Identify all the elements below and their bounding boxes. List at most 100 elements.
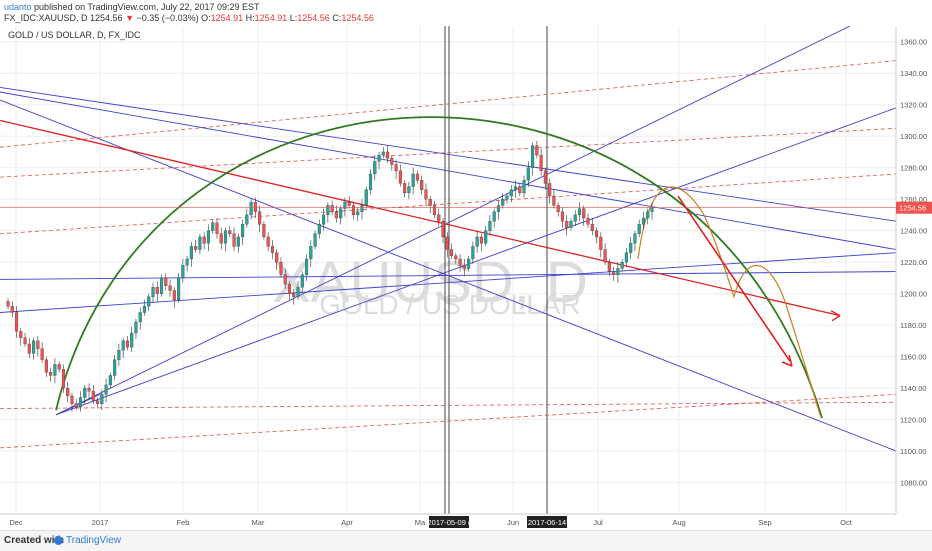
candle-body bbox=[539, 154, 543, 171]
grid bbox=[0, 26, 896, 514]
candle-body bbox=[155, 287, 159, 294]
candle-body bbox=[211, 222, 215, 231]
candle-body bbox=[620, 261, 624, 269]
candle-body bbox=[177, 277, 181, 301]
date-marker-label: 2017-06-14 bbox=[528, 518, 566, 527]
price-tick-label: 1260.00 bbox=[900, 195, 927, 204]
time-tick-label: Dec bbox=[9, 518, 23, 527]
time-tick-label: Aug bbox=[672, 518, 685, 527]
candle-body bbox=[138, 312, 142, 323]
candle-body bbox=[577, 208, 582, 216]
close-label: C: bbox=[332, 13, 342, 23]
publish-line: udanto published on TradingView.com, Jul… bbox=[4, 2, 260, 12]
candle-body bbox=[130, 332, 134, 348]
watermark-symbol: XAUUSD, D bbox=[272, 250, 588, 315]
date-marker-box bbox=[429, 516, 469, 528]
candle-body bbox=[113, 359, 117, 376]
time-axis[interactable]: Dec 2017 Feb Mar Apr Ma Jun Jul Aug Sep Oct 2017-05… bbox=[0, 513, 896, 528]
candle-body bbox=[650, 207, 654, 212]
candle-body bbox=[467, 258, 471, 269]
candle-body bbox=[245, 214, 249, 225]
projection-arrow-line bbox=[677, 195, 791, 362]
trend-line bbox=[55, 107, 897, 416]
candle-body bbox=[121, 340, 125, 351]
candle-body bbox=[36, 340, 40, 349]
candle-body bbox=[415, 173, 419, 181]
candle-body bbox=[6, 301, 10, 307]
candle-body bbox=[330, 205, 334, 212]
candle-body bbox=[339, 208, 343, 219]
candle-body bbox=[633, 233, 637, 244]
candle-body bbox=[424, 189, 428, 200]
candle-body bbox=[449, 249, 454, 256]
candle-body bbox=[194, 246, 198, 250]
date-marker-box bbox=[527, 516, 567, 528]
candle-body bbox=[445, 236, 449, 250]
candle-body bbox=[351, 205, 356, 216]
low-label: L: bbox=[289, 13, 298, 23]
candle-body bbox=[556, 205, 560, 212]
open-value: 1254.91 bbox=[210, 13, 244, 23]
candle-body bbox=[595, 230, 599, 238]
rounding-top-arc bbox=[55, 116, 823, 419]
price-change: −0.35 (−0.03%) bbox=[136, 13, 199, 23]
candle-body bbox=[607, 261, 611, 272]
time-tick-label: 2017 bbox=[92, 518, 109, 527]
ohlc-line: FX_IDC:XAUUSD, D 1254.56 ▼ −0.35 (−0.03%… bbox=[4, 13, 374, 23]
candle-body bbox=[40, 348, 44, 360]
candle-body bbox=[599, 236, 603, 250]
tradingview-brand-link[interactable]: TradingView bbox=[66, 535, 122, 546]
candle-body bbox=[565, 221, 569, 228]
candle-body bbox=[206, 230, 211, 244]
time-tick-label: Ma bbox=[415, 518, 426, 527]
candle-body bbox=[543, 170, 547, 184]
price-axis[interactable]: 1080.00 1100.00 1120.00 1140.00 1160.00 1180.… bbox=[895, 26, 932, 514]
candle-body bbox=[641, 217, 646, 225]
candle-body bbox=[151, 287, 155, 297]
candle-body bbox=[535, 145, 539, 156]
dashed-channel-line bbox=[0, 127, 897, 178]
candle-body bbox=[283, 274, 287, 285]
created-with-label: Created with bbox=[4, 535, 65, 546]
candle-body bbox=[586, 217, 590, 225]
candle-body bbox=[462, 265, 466, 269]
drawings[interactable] bbox=[0, 26, 897, 514]
candle-body bbox=[23, 337, 27, 345]
time-tick-label: Oct bbox=[840, 518, 853, 527]
candle-body bbox=[296, 287, 300, 297]
price-tick-label: 1240.00 bbox=[900, 227, 927, 236]
dashed-channel-line bbox=[0, 401, 897, 409]
candle-body bbox=[181, 265, 185, 279]
price-tick-label: 1080.00 bbox=[900, 479, 927, 488]
last-price-label: 1254.56 bbox=[899, 204, 926, 213]
candle-body bbox=[198, 236, 202, 250]
candle-body bbox=[223, 230, 228, 244]
dashed-channel-line bbox=[0, 60, 897, 148]
candle-body bbox=[573, 214, 577, 222]
time-tick-label: Sep bbox=[758, 518, 771, 527]
candle-body bbox=[441, 221, 445, 238]
price-chart[interactable]: XAUUSD, D GOLD / US DOLLAR GOLD / US DOL… bbox=[0, 26, 932, 530]
low-value: 1254.56 bbox=[297, 13, 330, 23]
candle-body bbox=[398, 170, 402, 184]
candle-body bbox=[96, 400, 100, 404]
candle-body bbox=[87, 387, 91, 392]
price-tick-label: 1300.00 bbox=[900, 132, 927, 141]
candle-body bbox=[304, 258, 309, 275]
time-tick-label: Jun bbox=[507, 518, 519, 527]
candle-body bbox=[420, 180, 424, 190]
candle-body bbox=[428, 199, 432, 206]
price-tick-label: 1360.00 bbox=[900, 38, 927, 47]
candle-body bbox=[505, 195, 509, 200]
candle-body bbox=[377, 154, 381, 162]
candle-body bbox=[172, 290, 176, 301]
time-tick-label: Jul bbox=[593, 518, 603, 527]
candle-body bbox=[313, 233, 317, 247]
candle-body bbox=[390, 158, 394, 165]
candle-body bbox=[70, 395, 74, 404]
candle-body bbox=[147, 296, 151, 307]
last-price: 1254.56 bbox=[90, 13, 123, 23]
author-link[interactable]: udanto bbox=[4, 2, 32, 12]
candle-body bbox=[488, 221, 492, 231]
candle-body bbox=[603, 249, 607, 263]
